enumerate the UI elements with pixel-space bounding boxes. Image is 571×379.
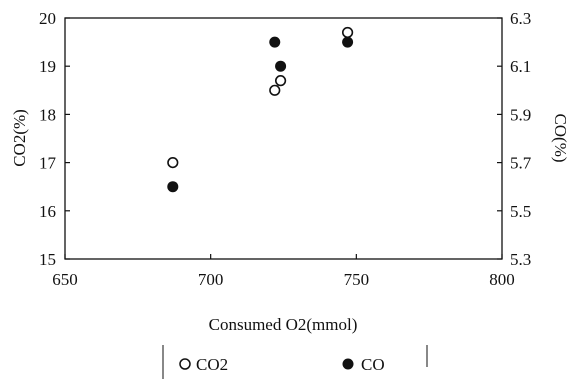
data-points	[167, 26, 354, 193]
y-right-axis-ticks: 5.3 5.5 5.7 5.9 6.1 6.3	[497, 9, 532, 269]
co2-point	[341, 26, 354, 39]
legend-marker-co	[342, 358, 354, 370]
co2-point	[167, 157, 179, 169]
legend-label-co: CO	[361, 355, 385, 374]
y-right-tick-label: 5.9	[510, 105, 531, 124]
x-tick-label: 750	[344, 270, 370, 289]
y-right-tick-label: 6.1	[510, 57, 531, 76]
plot-frame	[64, 17, 503, 260]
y-left-tick-label: 15	[39, 250, 56, 269]
x-axis-ticks: 650 700 750 800	[52, 254, 515, 289]
co-point	[167, 181, 179, 193]
legend-marker-co2	[179, 358, 191, 370]
y-right-tick-label: 5.7	[510, 154, 532, 173]
y-left-tick-label: 17	[39, 154, 57, 173]
y-right-tick-label: 6.3	[510, 9, 531, 28]
co2-point	[274, 75, 287, 87]
y-left-tick-label: 19	[39, 57, 56, 76]
legend: CO2 CO	[162, 345, 428, 379]
legend-label-co2: CO2	[196, 355, 228, 374]
y-left-tick-label: 18	[39, 105, 56, 124]
co2-point	[269, 84, 281, 96]
y-right-tick-label: 5.5	[510, 202, 531, 221]
co-point	[269, 36, 281, 48]
y-left-axis-ticks: 15 16 17 18 19 20	[39, 9, 70, 269]
x-tick-label: 700	[198, 270, 224, 289]
x-tick-label: 650	[52, 270, 78, 289]
x-tick-label: 800	[489, 270, 515, 289]
y-left-tick-label: 16	[39, 202, 56, 221]
co-point	[275, 60, 287, 72]
co-point	[342, 36, 354, 48]
y-left-tick-label: 20	[39, 9, 56, 28]
y-right-axis-title: CO(%)	[551, 113, 570, 162]
y-left-axis-title: CO2(%)	[10, 109, 29, 167]
y-right-tick-label: 5.3	[510, 250, 531, 269]
x-axis-title: Consumed O2(mmol)	[209, 315, 358, 334]
